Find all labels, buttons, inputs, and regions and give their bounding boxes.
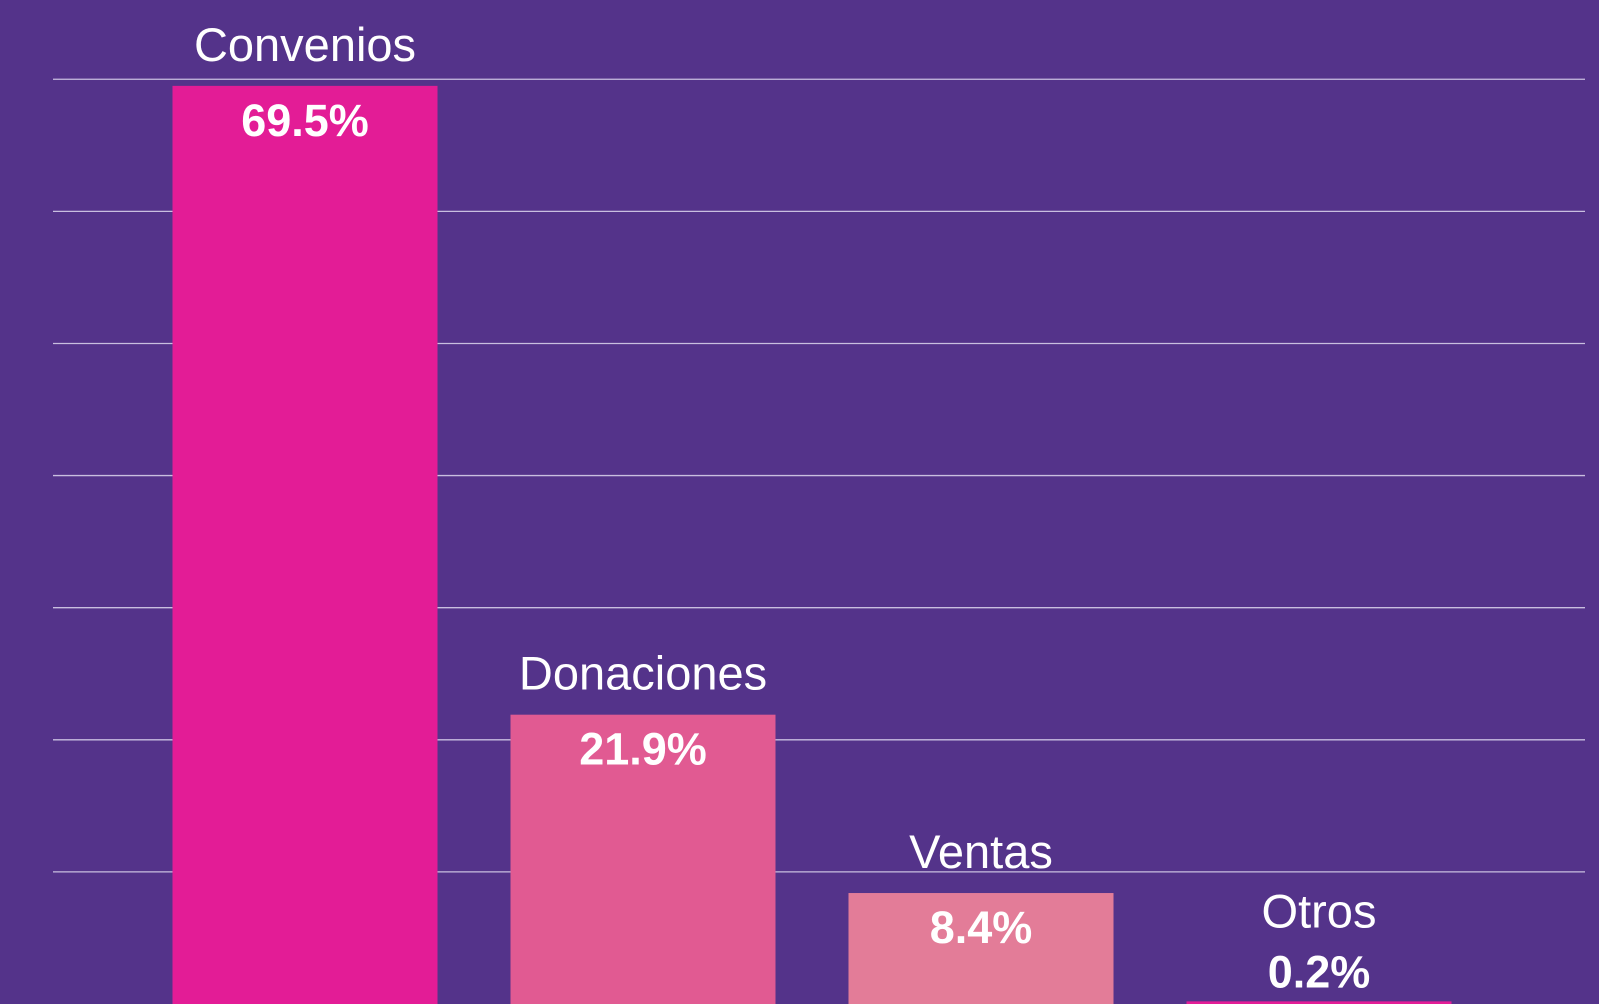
category-label: Ventas	[909, 825, 1053, 878]
category-label: Donaciones	[519, 647, 767, 700]
bar	[510, 714, 776, 1004]
value-label: 0.2%	[1268, 946, 1371, 997]
value-label: 21.9%	[579, 724, 707, 775]
value-label: 8.4%	[930, 902, 1033, 953]
bar	[848, 893, 1114, 1004]
category-label: Otros	[1262, 884, 1377, 937]
bar	[172, 85, 438, 1004]
category-label: Convenios	[194, 18, 416, 71]
bar	[1186, 1001, 1452, 1004]
value-label: 69.5%	[241, 95, 369, 146]
